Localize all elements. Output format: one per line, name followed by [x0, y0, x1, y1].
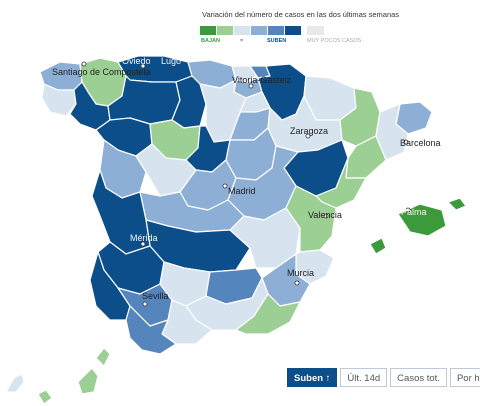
province-menorca[interactable]: [447, 197, 467, 211]
sort-buttons: Suben ↑ Últ. 14d Casos tot. Por hab.: [287, 368, 480, 387]
city-dot-oviedo: [140, 63, 146, 69]
legend-swatch-strong-increase: [285, 26, 301, 35]
city-dot-murcia: [294, 280, 300, 286]
legend-swatch-moderate-increase: [268, 26, 284, 35]
city-label-merida: Mérida: [130, 233, 158, 243]
legend-swatch-decrease: [217, 26, 233, 35]
legend-labels: BAJAN = SUBEN MUY POCOS CASOS: [200, 38, 370, 48]
island-gran-canaria[interactable]: [77, 367, 99, 395]
legend-label-bajan: BAJAN: [201, 38, 220, 44]
province-mallorca[interactable]: [397, 203, 447, 237]
province-la-rioja[interactable]: [239, 91, 271, 113]
legend-label-equal: =: [240, 38, 244, 44]
legend-swatch-few-cases: [307, 26, 324, 35]
city-dot-madrid: [222, 183, 228, 189]
city-label-madrid: Madrid: [228, 186, 256, 196]
island-fuerteventura[interactable]: [95, 347, 111, 367]
city-dot-sevilla: [142, 301, 148, 307]
legend-color-scale: [200, 26, 302, 35]
province-ibiza[interactable]: [369, 237, 387, 255]
legend-swatch-stable: [234, 26, 250, 35]
ultimos-14d-button[interactable]: Últ. 14d: [340, 368, 388, 387]
legend-title: Variación del número de casos en las dos…: [202, 10, 400, 19]
province-pontevedra[interactable]: [41, 83, 77, 117]
city-dot-vitoria: [248, 83, 254, 89]
city-label-palma: Palma: [401, 207, 427, 217]
legend-label-suben: SUBEN: [267, 38, 287, 44]
city-dot-valencia: [323, 213, 329, 219]
legend-swatch-strong-decrease: [200, 26, 216, 35]
city-label-oviedo: Oviedo: [122, 56, 151, 66]
city-label-santiago: Santiago de Compostela: [52, 67, 151, 77]
city-label-murcia: Murcia: [287, 268, 315, 278]
por-habitante-button[interactable]: Por hab.: [449, 368, 480, 387]
province-cadiz[interactable]: [125, 305, 177, 355]
city-label-vitoria: Vitoria-Gasteiz: [232, 75, 291, 85]
city-label-sevilla: Sevilla: [142, 291, 169, 301]
city-dot-santiago: [81, 61, 87, 67]
city-dot-barcelona: [403, 139, 409, 145]
island-la-palma[interactable]: [5, 373, 25, 393]
city-dot-zaragoza: [305, 133, 311, 139]
suben-button[interactable]: Suben ↑: [287, 368, 338, 387]
province-almeria[interactable]: [235, 293, 301, 335]
province-bizkaia[interactable]: [231, 65, 259, 83]
city-label-valencia: Valencia: [308, 210, 342, 220]
casos-totales-button[interactable]: Casos tot.: [390, 368, 447, 387]
island-tenerife[interactable]: [37, 389, 53, 405]
city-label-barcelona: Barcelona: [400, 138, 441, 148]
city-label-zaragoza: Zaragoza: [290, 126, 329, 136]
city-dot-palma: [405, 207, 411, 213]
province-valencia[interactable]: [285, 185, 337, 253]
city-dot-merida: [140, 241, 146, 247]
city-label-lugo: Lugo: [161, 56, 182, 66]
legend-label-muy-pocos: MUY POCOS CASOS: [307, 38, 362, 44]
legend-swatch-increase: [251, 26, 267, 35]
